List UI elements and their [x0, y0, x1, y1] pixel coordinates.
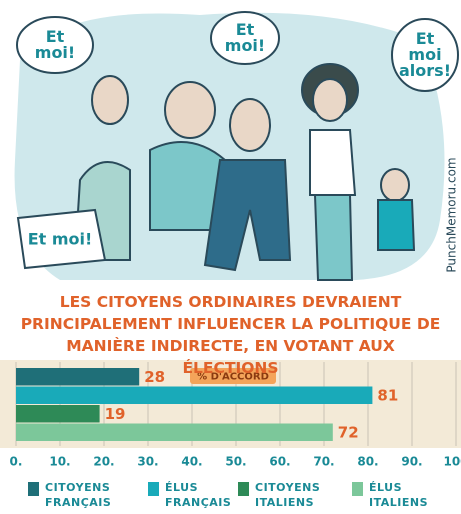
legend-swatch: [28, 482, 39, 496]
x-tick-label: 60.: [269, 455, 290, 469]
x-tick-label: 20.: [93, 455, 114, 469]
legend-swatch: [148, 482, 159, 496]
x-tick-label: 10.: [49, 455, 70, 469]
x-tick-label: 30.: [137, 455, 158, 469]
credit: PunchMemoru.com: [445, 157, 459, 272]
legend-label: ÉLUS ITALIENS: [369, 480, 459, 510]
x-tick-label: 0.: [10, 455, 23, 469]
speech-text: Et moi!: [28, 230, 93, 249]
legend-label: CITOYENS ITALIENS: [255, 480, 345, 510]
chart-title: LES CITOYENS ORDINAIRES DEVRAIENT PRINCI…: [20, 291, 441, 379]
chart: Etmoi!Etmoi!Etmoialors!Et moi!PunchMemor…: [0, 0, 461, 514]
x-tick-label: 80.: [357, 455, 378, 469]
x-tick-label: 70.: [313, 455, 334, 469]
x-tick-label: 40.: [181, 455, 202, 469]
value-label: 72: [338, 423, 359, 441]
legend-swatch: [352, 482, 363, 496]
value-label: 19: [105, 405, 126, 423]
legend-label: CITOYENS FRANÇAIS: [45, 480, 135, 510]
x-tick-label: 50.: [225, 455, 246, 469]
x-tick-label: 90.: [401, 455, 422, 469]
value-label: 81: [377, 386, 398, 404]
x-tick-label: 100: [443, 455, 461, 469]
bar: [16, 387, 372, 405]
bar: [16, 424, 333, 442]
bar: [16, 405, 100, 423]
page: Etmoi!Etmoi!Etmoialors!Et moi!PunchMemor…: [0, 0, 461, 514]
legend-label: ÉLUS FRANÇAIS: [165, 480, 255, 510]
